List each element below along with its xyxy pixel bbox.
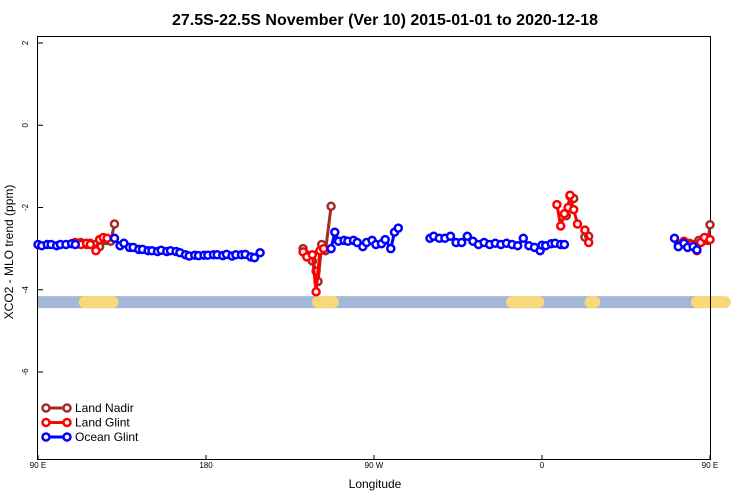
- data-point: [580, 225, 590, 235]
- data-point: [669, 233, 680, 244]
- y-tick-label: -6: [21, 368, 30, 376]
- legend-item-land-nadir: Land Nadir: [41, 401, 134, 415]
- series-layer: [33, 190, 715, 297]
- data-point: [307, 250, 318, 260]
- data-point: [559, 239, 570, 250]
- legend-label: Land Nadir: [75, 401, 134, 415]
- data-point: [512, 240, 523, 251]
- data-point: [456, 237, 467, 248]
- data-point: [568, 204, 579, 215]
- data-point: [380, 234, 390, 245]
- data-point: [692, 245, 702, 255]
- data-point: [552, 199, 562, 210]
- data-point: [326, 201, 336, 212]
- data-point: [555, 221, 566, 231]
- x-axis: 90 E 180 90 W 0 90 E: [30, 455, 718, 470]
- data-point: [386, 243, 396, 254]
- legend-swatch-marker: [62, 403, 72, 413]
- y-axis: 2 0 -2 -4 -6: [21, 40, 43, 376]
- data-point: [109, 219, 120, 229]
- x-tick-label: 180: [199, 461, 213, 470]
- legend-swatch-marker: [41, 403, 51, 413]
- data-point: [102, 233, 112, 244]
- data-point: [705, 220, 715, 230]
- x-axis-label: Longitude: [349, 477, 402, 491]
- legend-label: Ocean Glint: [75, 430, 139, 444]
- x-tick-label: 90 E: [702, 461, 718, 470]
- legend-swatch-marker: [41, 417, 51, 428]
- x-tick-label: 0: [540, 461, 545, 470]
- y-tick-label: -2: [21, 203, 30, 211]
- data-point: [91, 245, 101, 256]
- chart-title: 27.5S-22.5S November (Ver 10) 2015-01-01…: [172, 12, 598, 29]
- data-point: [583, 237, 594, 248]
- data-point: [70, 239, 81, 250]
- data-point: [518, 233, 529, 244]
- data-point: [109, 233, 120, 244]
- series-ocean-glint: [33, 223, 702, 263]
- legend-label: Land Glint: [75, 416, 130, 430]
- data-point: [393, 223, 404, 233]
- data-point: [572, 219, 583, 229]
- x-tick-label: 90 E: [30, 461, 46, 470]
- y-tick-label: -4: [21, 286, 30, 294]
- series-land-nadir: [76, 191, 715, 287]
- data-point: [249, 252, 260, 263]
- data-point: [318, 243, 329, 254]
- y-tick-label: 2: [21, 40, 30, 45]
- data-point: [326, 243, 336, 254]
- y-tick-label: 0: [21, 122, 30, 127]
- data-point: [85, 239, 96, 250]
- data-point: [565, 190, 575, 200]
- data-point: [705, 234, 715, 245]
- legend-swatch-marker: [41, 432, 51, 442]
- x-tick-label: 90 W: [365, 461, 384, 470]
- data-point: [462, 231, 473, 242]
- legend-item-land-glint: Land Glint: [41, 416, 130, 430]
- y-axis-label: XCO2 - MLO trend (ppm): [2, 185, 16, 320]
- legend-swatch-marker: [62, 432, 72, 442]
- data-point: [445, 231, 456, 242]
- data-point: [255, 247, 265, 258]
- data-point: [330, 227, 340, 237]
- legend-swatch-marker: [62, 417, 72, 428]
- data-point: [311, 287, 321, 297]
- legend-item-ocean-glint: Ocean Glint: [41, 430, 139, 444]
